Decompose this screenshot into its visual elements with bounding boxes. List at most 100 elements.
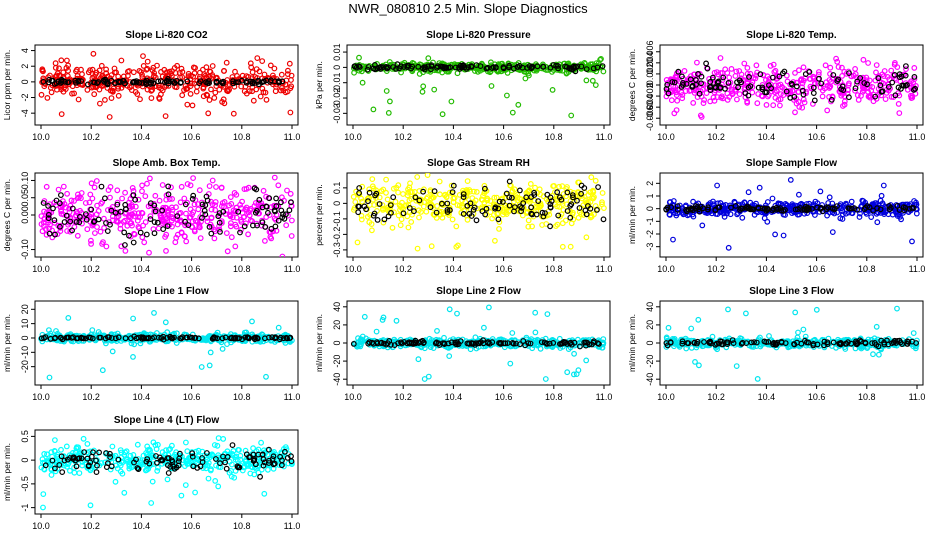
y-tick-label: 0.002 <box>645 63 655 86</box>
data-point <box>564 369 571 376</box>
data-point <box>801 99 808 106</box>
data-point <box>556 183 562 190</box>
y-tick-label: -0.03 <box>332 103 342 124</box>
data-point <box>101 96 108 103</box>
data-point <box>117 221 124 228</box>
data-point <box>152 74 159 81</box>
data-point <box>88 180 95 187</box>
data-point <box>208 206 215 213</box>
data-point <box>204 92 211 99</box>
highlight-point <box>692 76 699 83</box>
data-point <box>583 77 590 84</box>
data-point <box>51 219 58 226</box>
highlight-point <box>528 204 535 211</box>
data-point <box>103 243 110 250</box>
highlight-point <box>127 335 134 342</box>
highlight-point <box>492 204 499 211</box>
data-point <box>599 190 606 196</box>
data-point <box>469 195 476 202</box>
data-point <box>259 85 266 92</box>
highlight-point <box>45 211 52 218</box>
x-tick-label: 10.0 <box>657 392 675 402</box>
highlight-point <box>471 204 478 211</box>
data-point <box>233 223 240 230</box>
data-point <box>581 60 588 66</box>
highlight-point <box>569 192 576 199</box>
data-point <box>129 184 136 191</box>
y-tick-label: 0.006 <box>645 41 655 64</box>
data-point <box>387 98 393 105</box>
data-point <box>780 92 787 98</box>
highlight-point <box>691 340 698 346</box>
x-tick-label: 10.6 <box>495 392 513 402</box>
data-point <box>411 188 418 195</box>
data-point <box>65 166 70 171</box>
highlight-point <box>262 223 269 230</box>
highlight-point <box>98 183 105 190</box>
highlight-point <box>120 77 126 84</box>
data-point <box>91 184 98 191</box>
highlight-point <box>160 226 167 233</box>
data-point <box>38 221 45 228</box>
data-point <box>726 74 733 81</box>
highlight-point <box>108 207 115 214</box>
highlight-point <box>261 78 267 85</box>
data-point <box>870 351 876 358</box>
data-point <box>601 205 607 212</box>
data-point <box>826 194 833 201</box>
data-point <box>681 67 688 74</box>
highlight-point <box>55 78 62 85</box>
data-point <box>504 92 510 99</box>
data-point <box>714 182 720 189</box>
data-point <box>824 212 830 219</box>
y-tick-label: 0 <box>332 201 342 206</box>
points <box>351 54 607 119</box>
y-tick-label: -0.01 <box>332 72 342 93</box>
highlight-point <box>857 75 864 81</box>
data-point <box>410 60 417 67</box>
data-point <box>491 194 498 201</box>
x-tick-label: 10.4 <box>445 264 463 274</box>
data-point <box>710 94 717 101</box>
highlight-point <box>578 63 585 70</box>
highlight-point <box>572 64 579 70</box>
data-point <box>286 60 293 67</box>
data-point <box>688 73 694 79</box>
highlight-point <box>91 218 98 225</box>
data-point <box>592 82 599 88</box>
data-point <box>423 208 430 215</box>
data-point <box>111 65 118 72</box>
data-point <box>878 192 885 199</box>
data-point <box>156 197 163 204</box>
data-point <box>150 64 157 71</box>
highlight-point <box>911 86 917 93</box>
highlight-point <box>479 208 486 215</box>
data-point <box>245 209 252 216</box>
data-point <box>140 53 146 59</box>
data-point <box>878 340 885 346</box>
data-point <box>764 218 771 225</box>
highlight-point <box>776 73 783 80</box>
data-point <box>65 315 72 321</box>
data-point <box>287 109 294 116</box>
highlight-point <box>732 202 739 209</box>
highlight-point <box>846 94 852 101</box>
highlight-point <box>871 340 878 346</box>
y-tick-label: -0.006 <box>645 105 655 131</box>
data-point <box>825 335 832 342</box>
highlight-point <box>473 217 480 224</box>
data-point <box>187 182 194 189</box>
data-point <box>544 311 551 318</box>
highlight-point <box>385 213 392 220</box>
data-point <box>848 198 855 205</box>
y-tick-label: 20 <box>645 320 655 330</box>
data-point <box>749 89 756 96</box>
y-tick-label: 2 <box>645 181 655 186</box>
y-tick-label: -40 <box>332 373 342 386</box>
highlight-point <box>454 339 461 346</box>
data-point <box>289 217 295 224</box>
highlight-point <box>540 63 547 70</box>
data-point <box>893 209 899 216</box>
data-point <box>370 106 377 113</box>
data-point <box>275 182 282 189</box>
